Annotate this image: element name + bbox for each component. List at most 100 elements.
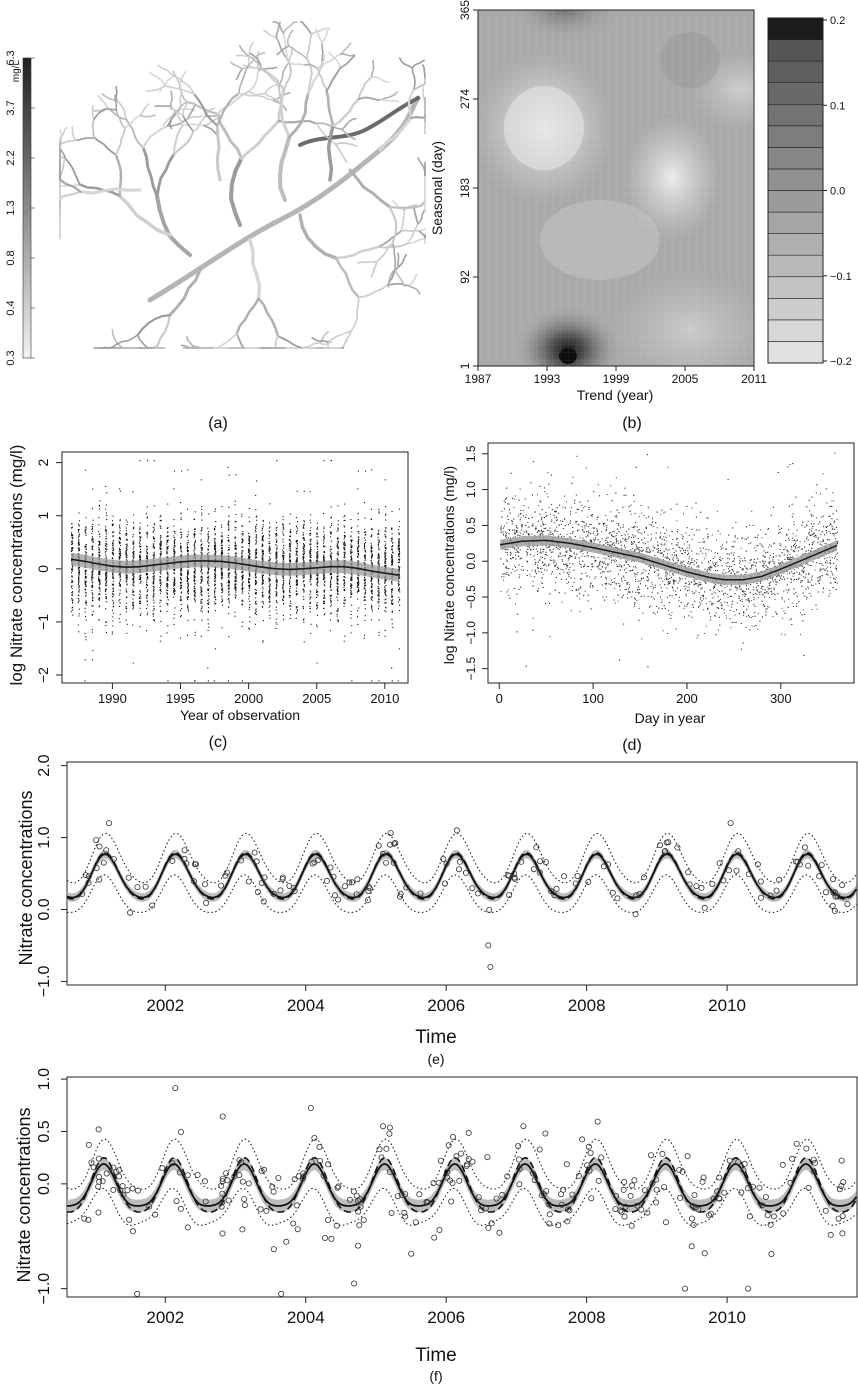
river-segment bbox=[299, 21, 313, 36]
river-segment bbox=[148, 71, 167, 87]
river-segment bbox=[407, 237, 426, 245]
river-segment bbox=[111, 329, 124, 349]
river-segment bbox=[328, 51, 342, 69]
colorbar-b-step bbox=[767, 190, 824, 213]
river-segment bbox=[272, 21, 285, 34]
river-segment bbox=[203, 124, 218, 136]
river-segment bbox=[375, 242, 394, 263]
scatter-d-ytick-label: −1.0 bbox=[464, 621, 478, 645]
scatter-d-curve bbox=[500, 539, 838, 581]
river-segment bbox=[172, 130, 195, 156]
river-segment bbox=[327, 341, 331, 349]
river-segment bbox=[310, 27, 328, 36]
timeseries-e-prediction-bound bbox=[66, 874, 857, 914]
river-segment bbox=[142, 125, 169, 149]
timeseries-f-xtick-label: 2004 bbox=[287, 1308, 325, 1327]
timeseries-e-xtick-label: 2010 bbox=[708, 996, 746, 1015]
river-segment bbox=[387, 268, 396, 288]
scatter-d-xtick-label: 300 bbox=[770, 691, 792, 706]
scatter-d-ci-band bbox=[500, 535, 838, 585]
scatter-c-ytick-label: 2 bbox=[35, 459, 51, 467]
river-segment bbox=[357, 96, 383, 101]
river-segment bbox=[334, 245, 380, 260]
river-segment bbox=[168, 268, 202, 317]
scatter-d-ytick-label: 0.0 bbox=[464, 553, 478, 570]
river-segment bbox=[216, 112, 243, 160]
river-segment bbox=[101, 108, 118, 113]
river-segment bbox=[172, 124, 184, 156]
river-segment bbox=[277, 335, 303, 349]
river-segment bbox=[315, 122, 337, 146]
river-segment bbox=[378, 116, 413, 152]
river-segment bbox=[247, 42, 254, 66]
river-segment bbox=[321, 53, 342, 67]
river-segment bbox=[247, 69, 260, 93]
scatter-c-xtick-label: 1995 bbox=[166, 691, 195, 706]
timeseries-f: 2002 2004 2006 2008 2010 −1.0 0.0 0.5 1.0 bbox=[36, 1068, 858, 1327]
river-segment bbox=[278, 63, 289, 87]
heatmap-b-ytick-label: 183 bbox=[458, 178, 472, 198]
timeseries-e-xtick-label: 2002 bbox=[146, 996, 184, 1015]
river-segment bbox=[279, 88, 291, 139]
timeseries-f-ytick-label: 1.0 bbox=[36, 1068, 53, 1090]
river-segment bbox=[186, 101, 219, 115]
river-segment bbox=[348, 168, 392, 209]
colorbar-a-ticks: 0.3 0.4 0.8 1.3 2.2 3.7 6.3 bbox=[5, 50, 35, 366]
river-segment bbox=[61, 139, 77, 145]
river-segment bbox=[94, 137, 117, 156]
river-segment bbox=[410, 113, 427, 119]
river-segment bbox=[235, 67, 244, 81]
river-segment bbox=[380, 98, 399, 103]
river-segment bbox=[124, 114, 142, 129]
scatter-c-xlabel: Year of observation bbox=[180, 707, 300, 723]
panel-a-label: (a) bbox=[208, 415, 228, 432]
timeseries-f-alt-fit-line bbox=[66, 1156, 858, 1213]
river-segment bbox=[325, 89, 335, 127]
river-segment bbox=[240, 119, 281, 160]
panel-b: 1987 1993 1999 2005 2011 1 92 183 274 365 Trend (… bbox=[429, 0, 852, 432]
river-segment bbox=[399, 57, 413, 69]
colorbar-a-tick-label: 0.8 bbox=[5, 250, 17, 265]
timeseries-e-ytick-label: −1.0 bbox=[36, 966, 53, 998]
river-segment bbox=[164, 85, 195, 95]
river-segment bbox=[334, 142, 358, 147]
river-segment bbox=[325, 66, 342, 92]
river-segment bbox=[288, 45, 308, 60]
river-segment bbox=[341, 117, 357, 130]
river-segment bbox=[418, 228, 426, 232]
river-segment bbox=[321, 27, 330, 45]
river-segment bbox=[407, 88, 416, 119]
river-segment bbox=[287, 62, 308, 66]
river-segment bbox=[187, 104, 196, 120]
colorbar-b-step bbox=[767, 147, 824, 170]
timeseries-e-xtick-label: 2008 bbox=[568, 996, 606, 1015]
river-segment bbox=[371, 59, 375, 78]
timeseries-e: 2002 2004 2006 2008 2010 −1.0 0.0 1.0 2.0 bbox=[36, 754, 858, 1015]
panel-d: 0 100 200 300 −1.5 −1.0 −0.5 0.0 0.5 1.0 1.5 Day i… bbox=[441, 442, 855, 754]
panel-a: mg/L 0.3 0.4 0.8 1.3 2.2 3.7 6.3 (a) bbox=[5, 21, 427, 432]
colorbar-a-tick-label: 0.3 bbox=[5, 350, 17, 365]
timeseries-f-xlabel: Time bbox=[415, 1345, 457, 1366]
scatter-c-ytick-label: −1 bbox=[35, 614, 51, 630]
river-segment bbox=[334, 256, 361, 299]
timeseries-f-xtick-label: 2010 bbox=[708, 1308, 746, 1327]
scatter-c-xtick-label: 2010 bbox=[370, 691, 399, 706]
river-segment bbox=[371, 76, 389, 83]
river-segment bbox=[357, 283, 389, 299]
scatter-d-xlabel: Day in year bbox=[635, 710, 706, 726]
river-segment bbox=[275, 21, 281, 39]
river-network-map bbox=[58, 21, 427, 350]
scatter-c: 1990 1995 2000 2005 2010 −2 −1 0 1 2 bbox=[35, 451, 409, 706]
river-segment bbox=[107, 107, 128, 121]
river-segment bbox=[264, 92, 281, 104]
colorbar-b-tick-label: −0.1 bbox=[830, 271, 852, 283]
river-segment bbox=[115, 99, 128, 121]
river-segment bbox=[261, 68, 285, 91]
heatmap-b-ytick-label: 1 bbox=[458, 362, 472, 369]
river-segment bbox=[97, 95, 109, 109]
timeseries-f-xtick-label: 2002 bbox=[146, 1308, 184, 1327]
river-segment bbox=[139, 103, 150, 117]
heatmap-b-ytick-label: 274 bbox=[458, 89, 472, 109]
colorbar-b-tick-label: 0.2 bbox=[830, 15, 845, 27]
